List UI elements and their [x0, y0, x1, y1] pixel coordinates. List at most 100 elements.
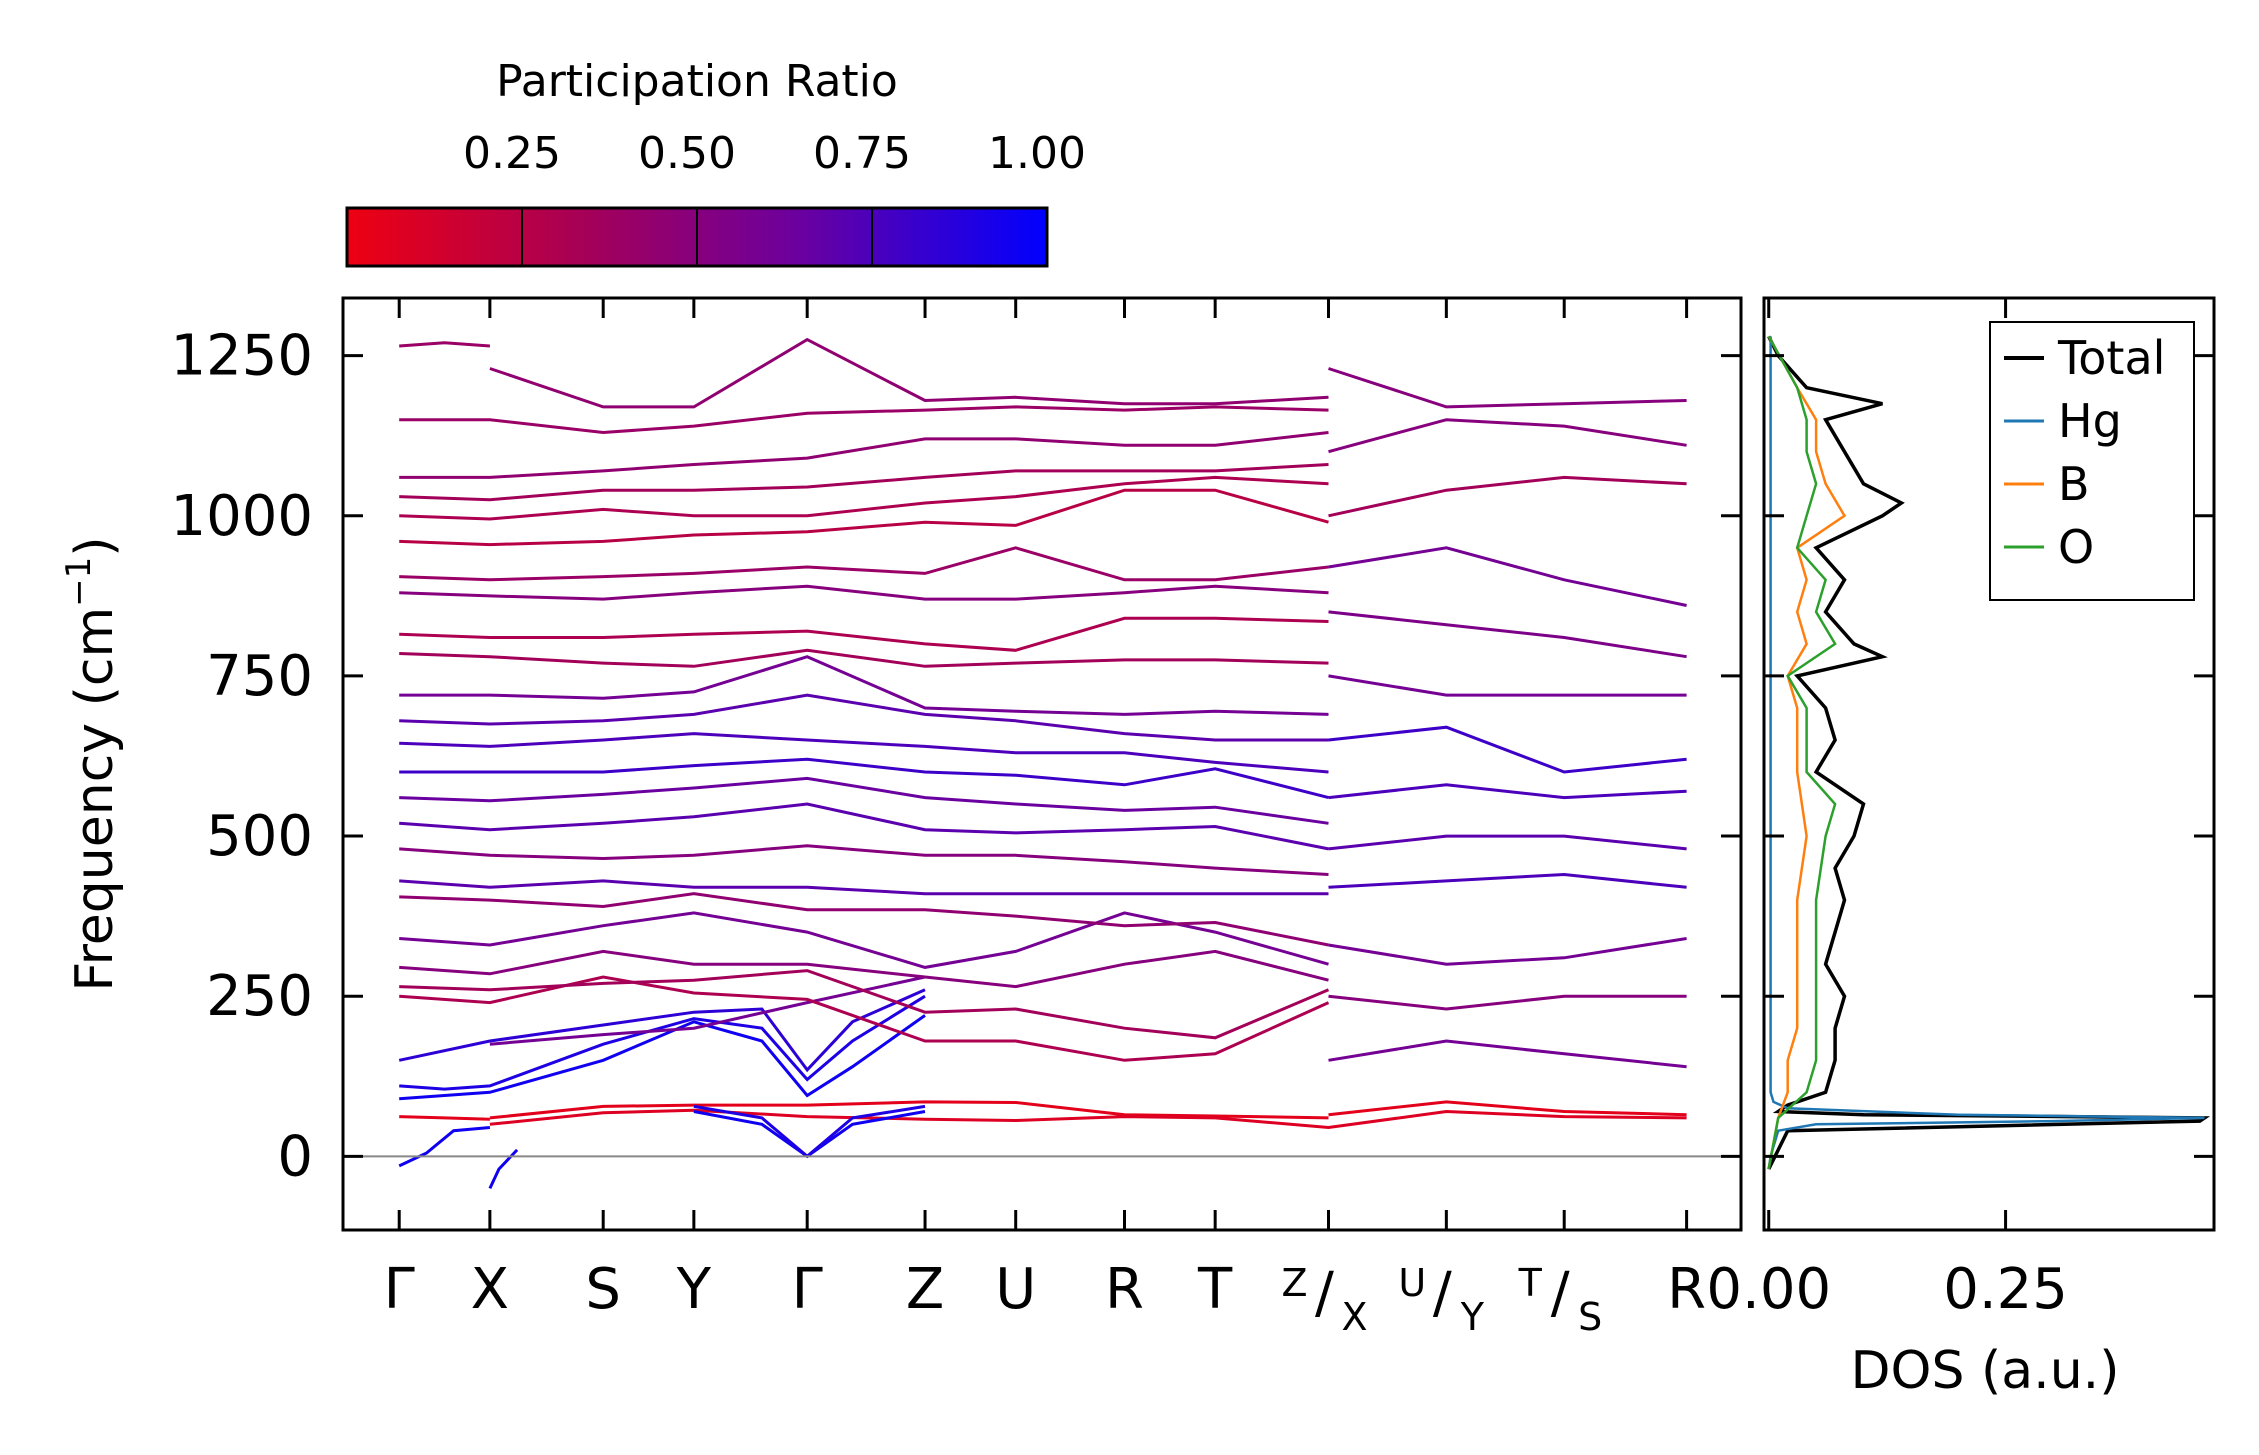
- colorbar-tick-label: 0.75: [813, 128, 911, 179]
- band-band-3: [489, 1100, 1329, 1120]
- band-xtick-label-slash: /: [1551, 1261, 1570, 1326]
- dos-lines: [1767, 335, 2211, 1170]
- band-band-17: [399, 776, 1329, 825]
- band-band-31: [489, 337, 1329, 409]
- legend-frame: [1989, 321, 2195, 601]
- band-band-40: [1328, 783, 1687, 800]
- band-band-18: [399, 757, 1329, 800]
- band-band-3b: [1328, 1100, 1687, 1117]
- colorbar-tick-label: 0.25: [463, 128, 561, 179]
- band-xtick-label: Y: [1460, 1295, 1485, 1339]
- band-band-44: [1328, 994, 1687, 1011]
- band-band-28: [399, 463, 1329, 502]
- band-band-21: [399, 655, 1329, 716]
- band-xtick-label: T: [1197, 1257, 1233, 1322]
- band-band-29: [399, 431, 1329, 479]
- band-xtick-label-slash: /: [1315, 1261, 1334, 1326]
- band-band-9: [399, 975, 1330, 1062]
- band-xtick-label: Z: [906, 1257, 944, 1322]
- band-xtick-label: X: [471, 1257, 509, 1322]
- band-band-34: [1328, 418, 1687, 454]
- band-xtick-label: R: [1105, 1257, 1144, 1322]
- band-ytick-label: 1250: [170, 324, 313, 389]
- colorbar-tick-label: 1.00: [988, 128, 1086, 179]
- band-band-43: [1328, 937, 1687, 966]
- band-ytick-label: 1000: [170, 484, 313, 549]
- band-lines: [398, 337, 1687, 1190]
- band-band-14: [399, 879, 1329, 896]
- band-axes-frame: [341, 296, 1743, 1232]
- legend-label-hg: Hg: [2058, 394, 2122, 448]
- band-xtick-label: R: [1667, 1257, 1706, 1322]
- band-ytick-label: 250: [206, 964, 313, 1029]
- band-band-5: [399, 1014, 926, 1101]
- dos-y-ticks: [1764, 354, 2214, 1158]
- band-x-ticks: Γ X S Y Γ Z U R T Z / XU / YT / S R: [384, 298, 1706, 1339]
- band-ytick-label: 0: [277, 1124, 313, 1189]
- band-y-ticks: 0 250 500 750 1000 1250: [170, 324, 1741, 1189]
- band-band-32: [399, 341, 491, 348]
- band-band-19: [399, 732, 1329, 774]
- band-band-ac2: [693, 1104, 926, 1159]
- band-xtick-label-pre: Z: [1281, 1261, 1307, 1305]
- legend-label-o: O: [2058, 520, 2094, 574]
- band-xtick-label: X: [1341, 1295, 1367, 1339]
- dos-series-o: [1767, 335, 1837, 1170]
- band-xtick-label: Y: [676, 1257, 712, 1322]
- band-band-13: [399, 892, 1329, 947]
- band-xtick-label: S: [1578, 1295, 1602, 1339]
- band-band-23: [399, 616, 1329, 652]
- band-xtick-label: Γ: [792, 1257, 823, 1322]
- band-band-20: [399, 693, 1329, 742]
- band-xtick-label-pre: U: [1398, 1261, 1426, 1305]
- dos-x-ticks: 0.00 0.25: [1706, 298, 2068, 1322]
- band-xtick-label: S: [585, 1257, 621, 1322]
- band-band-15: [399, 844, 1329, 876]
- colorbar: Participation Ratio 0.25 0.50 0.75 1.00: [345, 56, 1086, 268]
- band-band-26: [399, 488, 1329, 547]
- band-ytick-label: 750: [206, 644, 313, 709]
- band-band-38: [1328, 674, 1687, 697]
- dos-xtick-label: 0.25: [1943, 1257, 2068, 1322]
- band-xtick-label: U: [995, 1257, 1036, 1322]
- legend-label-b: B: [2058, 457, 2090, 511]
- band-y-axis-title: Frequency (cm−1): [59, 536, 125, 991]
- band-xtick-label-slash: /: [1433, 1261, 1452, 1326]
- band-band-42: [1328, 872, 1687, 889]
- colorbar-ticks: 0.25 0.50 0.75 1.00: [463, 128, 1086, 266]
- band-band-35: [1328, 475, 1687, 518]
- dos-series-hg: [1767, 336, 2205, 1170]
- band-band-12: [399, 911, 1329, 969]
- band-band-7: [398, 988, 926, 1073]
- band-band-1: [398, 1126, 491, 1168]
- dos-panel: 0.00 0.25 DOS (a.u.) Total Hg BO: [1706, 296, 2216, 1401]
- dos-axes-frame: [1762, 296, 2216, 1232]
- band-band-10: [399, 969, 1330, 1040]
- band-band-8: [489, 975, 926, 1046]
- band-band-22: [399, 648, 1329, 668]
- dos-x-axis-title: DOS (a.u.): [1851, 1341, 2120, 1401]
- dos-xtick-label: 0.00: [1706, 1257, 1831, 1322]
- band-band-45: [1328, 1039, 1687, 1069]
- band-band-39: [1328, 725, 1687, 774]
- band-band-33: [1328, 367, 1687, 409]
- colorbar-title: Participation Ratio: [496, 56, 898, 107]
- band-band-ac1: [693, 1110, 926, 1159]
- band-band-30: [399, 405, 1329, 435]
- band-xtick-label-pre: T: [1518, 1261, 1543, 1305]
- band-band-37: [1328, 610, 1687, 659]
- band-band-11: [399, 949, 1329, 989]
- band-xtick-label: Γ: [384, 1257, 415, 1322]
- dos-legend: Total Hg BO: [1989, 321, 2195, 601]
- band-band-2: [399, 1115, 490, 1121]
- band-band-6: [399, 994, 926, 1091]
- band-band-16: [399, 802, 1329, 851]
- colorbar-tick-label: 0.50: [638, 128, 736, 179]
- band-ytick-label: 500: [206, 804, 313, 869]
- band-band-36: [1328, 546, 1687, 607]
- legend-label-total: Total: [2057, 331, 2165, 385]
- band-band-27: [399, 475, 1329, 521]
- band-band-4: [489, 1108, 1687, 1130]
